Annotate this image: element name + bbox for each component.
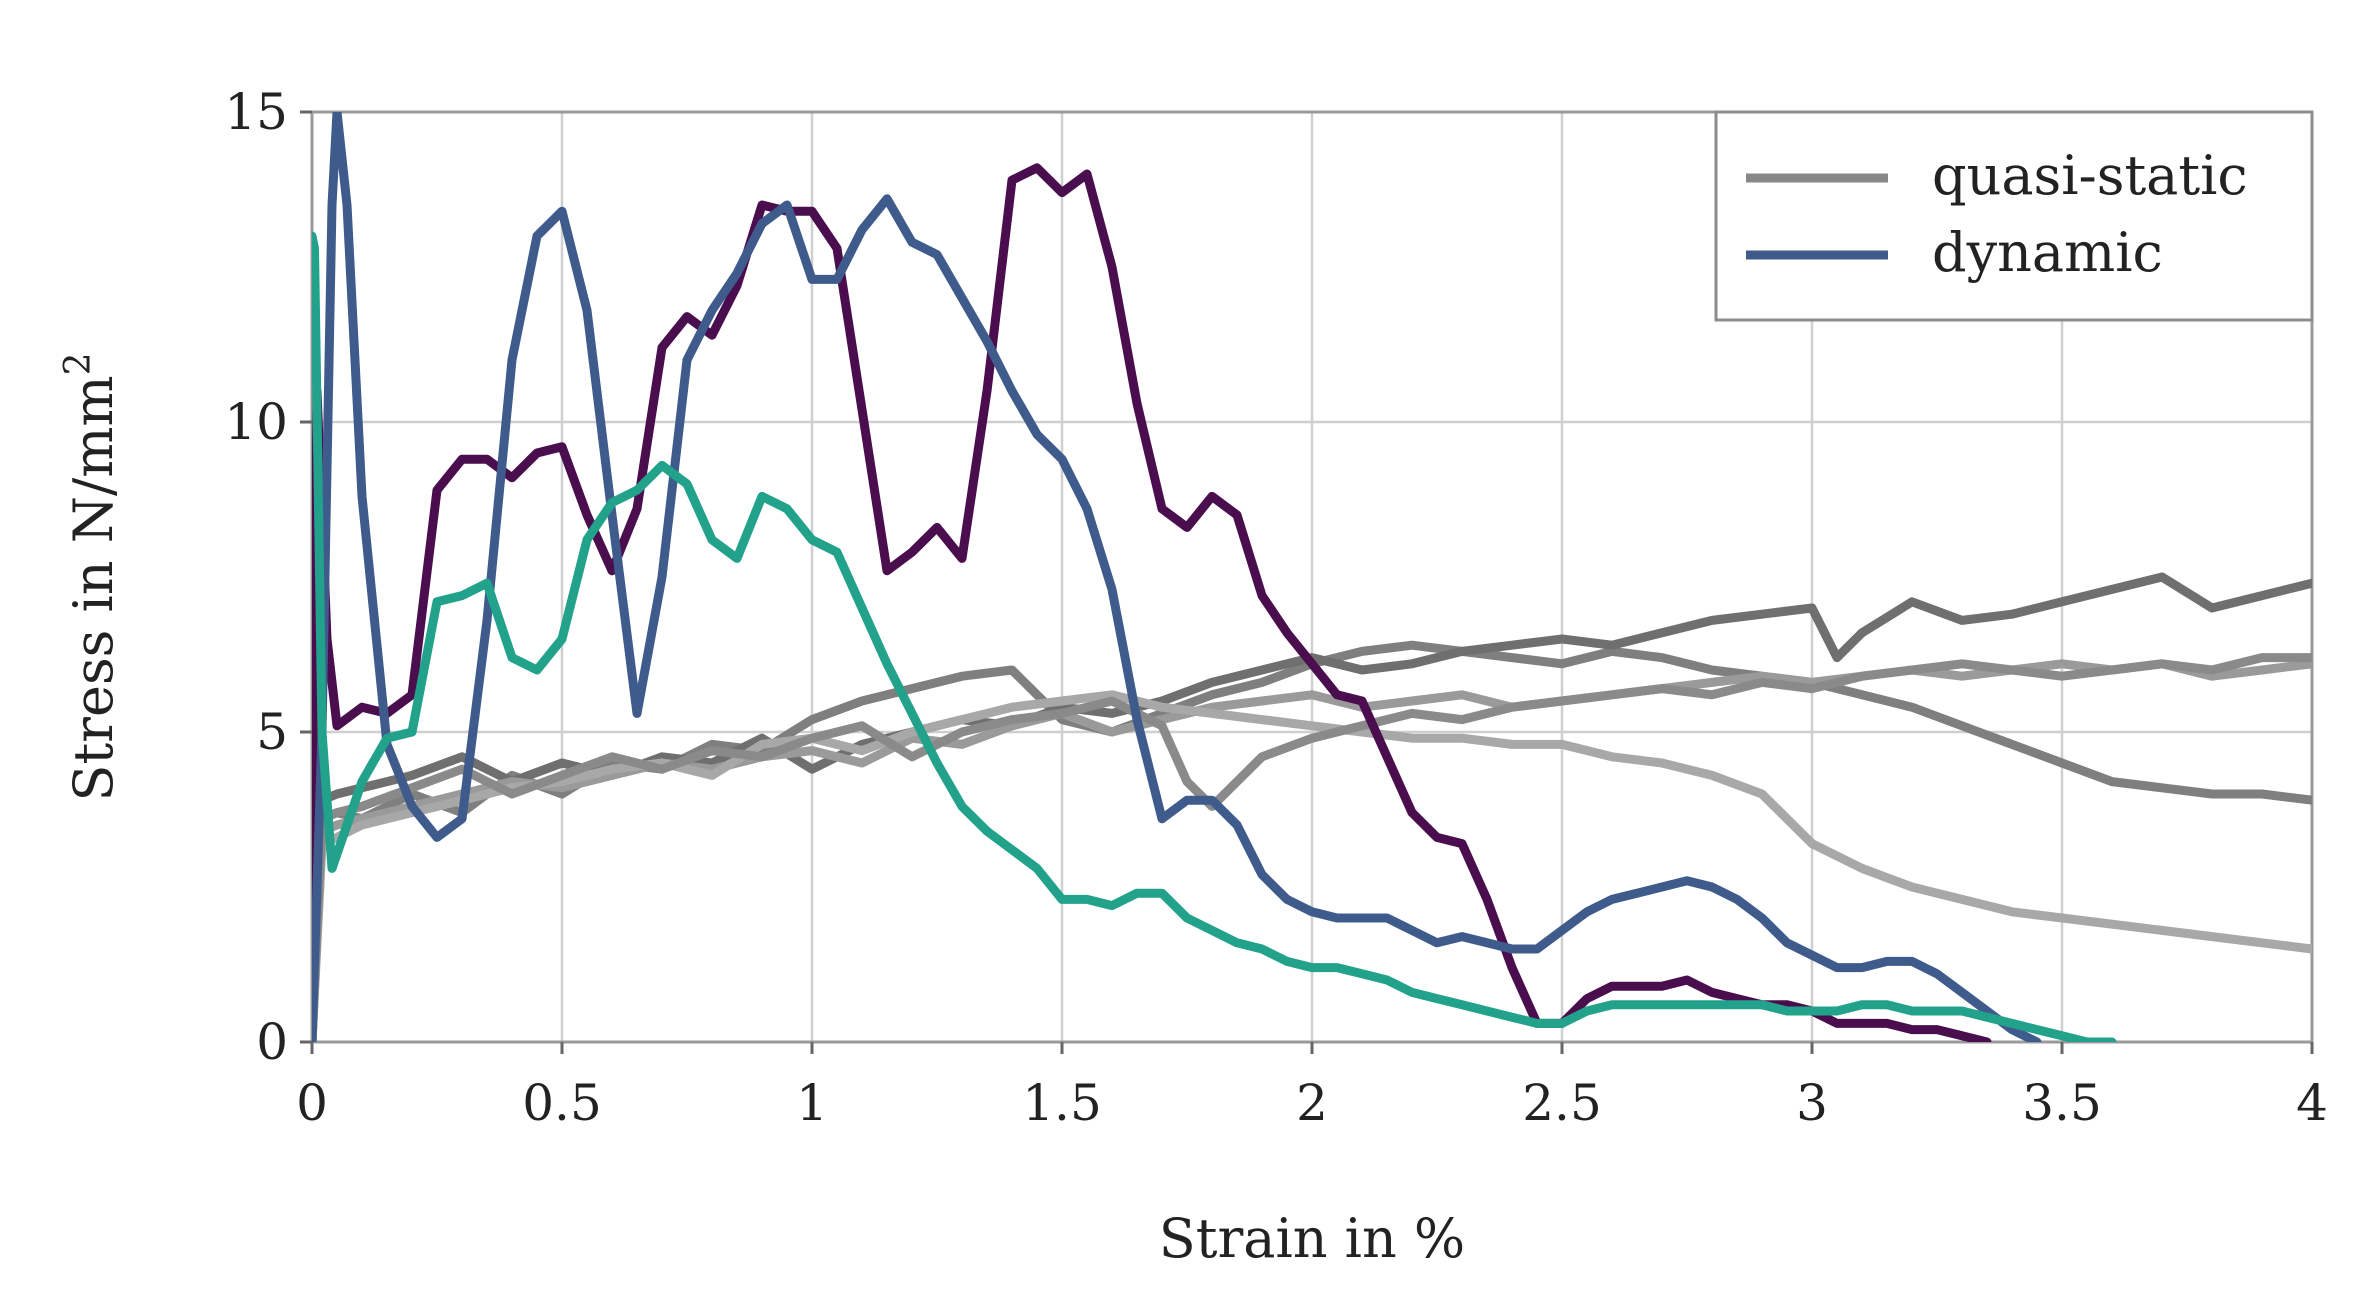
- series-group: [312, 112, 2312, 1042]
- tick-labels: 0 0.5 1 1.5 2 2.5 3 3.5 4 0 5 10 15: [224, 83, 2328, 1132]
- series-line-quasi-static-1: [312, 640, 2312, 1042]
- y-tick-label-3: 15: [224, 83, 288, 141]
- series-line-dynamic-3: [312, 231, 2117, 1042]
- y-axis-label-superscript: 2: [58, 352, 99, 375]
- legend-box: [1714, 110, 2314, 322]
- series-line-quasi-static-5: [312, 653, 2312, 1042]
- x-axis-label: Strain in %: [1159, 1207, 1465, 1270]
- legend: quasi-static dynamic: [1714, 110, 2314, 322]
- series-line-dynamic-2: [312, 112, 2042, 1042]
- x-tick-label-3: 1.5: [1022, 1074, 1102, 1132]
- y-axis-label: Stress in N/mm2: [58, 352, 125, 801]
- y-tick-label-2: 10: [224, 393, 288, 451]
- legend-label-dynamic: dynamic: [1932, 221, 2163, 284]
- series-line-quasi-static-4: [312, 690, 2312, 1042]
- x-tick-label-8: 4: [2296, 1074, 2328, 1132]
- y-tick-label-0: 0: [256, 1013, 288, 1071]
- x-tick-label-6: 3: [1796, 1074, 1828, 1132]
- x-tick-label-1: 0.5: [522, 1074, 602, 1132]
- x-tick-label-2: 1: [796, 1074, 828, 1132]
- series-line-quasi-static-2: [312, 572, 2312, 1042]
- x-tick-label-5: 2.5: [1522, 1074, 1602, 1132]
- x-tick-label-7: 3.5: [2022, 1074, 2102, 1132]
- x-tick-label-0: 0: [296, 1074, 328, 1132]
- y-tick-label-1: 5: [256, 703, 288, 761]
- legend-label-quasi-static: quasi-static: [1932, 144, 2248, 207]
- y-axis-label-text: Stress in N/mm: [62, 375, 125, 801]
- x-tick-label-4: 2: [1296, 1074, 1328, 1132]
- series-line-dynamic-1: [312, 163, 1992, 1042]
- series-line-quasi-static-3: [312, 659, 2312, 1042]
